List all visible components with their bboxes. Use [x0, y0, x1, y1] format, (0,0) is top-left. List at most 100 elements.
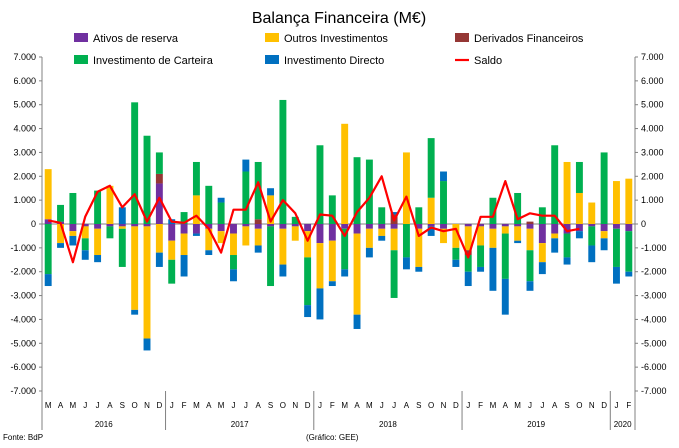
- bar-segment: [267, 188, 275, 196]
- bar-segment: [168, 224, 176, 241]
- bar-segment: [291, 216, 299, 224]
- bar-segment: [69, 231, 77, 236]
- source-note: Fonte: BdP: [3, 433, 44, 442]
- bar-segment: [242, 171, 250, 224]
- bar-segment: [452, 259, 460, 267]
- y-tick-label-left: 0: [31, 219, 36, 229]
- y-tick-label-left: 4.000: [13, 124, 36, 134]
- y-tick-label-left: -5.000: [10, 338, 36, 348]
- bar-segment: [452, 224, 460, 248]
- bar-segment: [440, 228, 447, 244]
- bar-segment: [427, 197, 435, 224]
- x-year-label: 2019: [527, 420, 545, 429]
- bar-segment: [69, 224, 77, 232]
- bar-segment: [613, 181, 620, 224]
- x-month-label: M: [193, 401, 200, 410]
- bar-segment: [217, 231, 225, 244]
- bar-segment: [365, 228, 373, 248]
- bar-segment: [316, 145, 324, 224]
- axes: -7.000 -7.000 -6.000 -6.000 -5.000 -5.000 -4.0…: [10, 52, 667, 430]
- bar-segment: [131, 309, 139, 315]
- legend-label: Saldo: [474, 55, 502, 67]
- bar-segment: [57, 224, 64, 244]
- bar-segment: [81, 224, 89, 227]
- bar-segment: [341, 123, 349, 224]
- legend-swatch: [265, 55, 279, 64]
- bar-segment: [205, 228, 213, 251]
- y-tick-label-left: -2.000: [10, 267, 36, 277]
- bar-segment: [328, 195, 336, 224]
- bar-segment: [575, 231, 583, 239]
- y-tick-label-right: -7.000: [641, 386, 667, 396]
- x-month-label: A: [552, 401, 558, 410]
- x-month-label: S: [120, 401, 125, 410]
- bar-segment: [44, 219, 52, 224]
- bar-segment: [94, 228, 102, 256]
- x-month-label: D: [156, 401, 162, 410]
- bar-segment: [279, 224, 287, 229]
- bar-segment: [180, 233, 188, 256]
- bar-segment: [180, 224, 188, 234]
- bar-segment: [501, 233, 509, 279]
- x-month-label: J: [392, 401, 396, 410]
- bar-segment: [415, 228, 423, 267]
- bar-segment: [575, 224, 583, 232]
- bar-segment: [254, 228, 262, 246]
- bar-segment: [304, 257, 312, 306]
- x-month-label: F: [330, 401, 335, 410]
- bar-segment: [131, 226, 139, 310]
- bar-segment: [180, 255, 188, 277]
- bar-segment: [192, 161, 200, 196]
- x-month-label: A: [58, 401, 64, 410]
- bar-segment: [81, 238, 89, 251]
- bar-segment: [279, 99, 287, 224]
- bar-segment: [44, 274, 52, 287]
- legend-swatch: [74, 33, 88, 42]
- bar-segment: [477, 226, 485, 246]
- bar-segment: [69, 192, 77, 224]
- bar-segment: [328, 281, 336, 287]
- bar-segment: [217, 197, 225, 203]
- bar-segment: [279, 264, 287, 277]
- bar-segment: [551, 145, 559, 224]
- bar-segment: [106, 185, 114, 224]
- bar-segment: [514, 192, 522, 224]
- x-month-label: N: [144, 401, 150, 410]
- bar-segment: [526, 221, 534, 224]
- bar-segment: [415, 207, 423, 224]
- bar-segment: [625, 224, 633, 232]
- bar-segment: [501, 226, 509, 234]
- bar-segment: [378, 224, 386, 229]
- bar-segment: [526, 228, 534, 251]
- bar-segment: [365, 224, 373, 229]
- bar-segment: [514, 224, 522, 227]
- bar-segment: [168, 259, 176, 284]
- bar-segment: [452, 247, 460, 260]
- legend-label: Investimento de Carteira: [93, 55, 214, 67]
- y-tick-label-left: 1.000: [13, 195, 36, 205]
- legend-label: Derivados Financeiros: [474, 33, 584, 45]
- saldo-line: [47, 175, 580, 264]
- bar-segment: [600, 238, 608, 251]
- bar-segment: [230, 255, 237, 270]
- bar-segment: [143, 135, 151, 224]
- x-month-label: M: [218, 401, 225, 410]
- bar-segment: [477, 266, 485, 272]
- chart-title: Balança Financeira (M€): [252, 10, 426, 27]
- bar-segment: [341, 224, 349, 229]
- bar-segment: [526, 281, 534, 291]
- bar-segment: [143, 226, 151, 339]
- y-tick-label-left: 7.000: [13, 52, 36, 62]
- bar-segment: [514, 240, 522, 244]
- bar-segment: [390, 228, 398, 251]
- legend-label: Ativos de reserva: [93, 33, 179, 45]
- x-month-label: A: [404, 401, 410, 410]
- bar-segment: [279, 228, 287, 265]
- bar-segment: [155, 252, 163, 267]
- bar-segment: [267, 226, 275, 287]
- bar-segment: [328, 240, 336, 282]
- x-month-label: O: [280, 401, 286, 410]
- bar-segment: [143, 224, 151, 227]
- x-year-label: 2020: [614, 420, 632, 429]
- x-month-label: M: [70, 401, 77, 410]
